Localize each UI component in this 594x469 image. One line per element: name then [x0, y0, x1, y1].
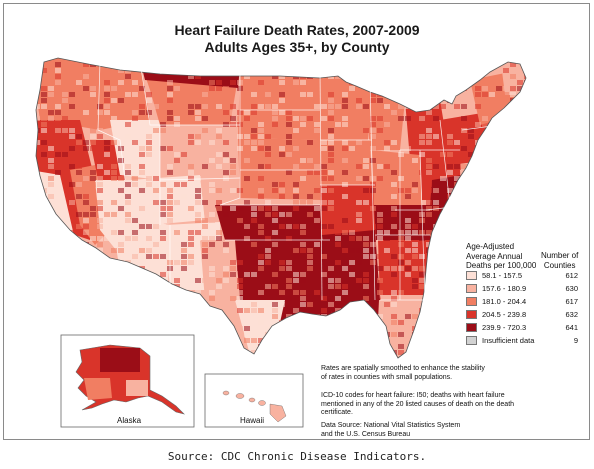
legend-label: 157.6 - 180.9 — [482, 284, 527, 293]
legend-swatch — [466, 310, 477, 319]
legend-title: Age-Adjusted Average Annual Deaths per 1… — [466, 242, 537, 270]
map-region-16 — [215, 205, 322, 240]
us-outline — [35, 57, 527, 359]
icd-note: ICD-10 codes for heart failure: I50; dea… — [321, 392, 515, 416]
map-region-15 — [238, 138, 322, 200]
legend-swatch — [466, 297, 477, 306]
legend-count-title: Number of Counties — [541, 251, 579, 270]
legend-swatch — [466, 323, 477, 332]
legend-label: 204.5 - 239.8 — [482, 310, 527, 319]
alaska-north-region — [100, 348, 140, 372]
legend-label: 239.9 - 720.3 — [482, 323, 527, 332]
legend-swatch — [466, 336, 477, 345]
state-borders — [97, 61, 501, 301]
map-subtitle: Adults Ages 35+, by County — [204, 39, 390, 55]
source-caption: Source: CDC Chronic Disease Indicators. — [167, 450, 427, 463]
legend-label: 181.0 - 204.4 — [482, 297, 527, 306]
legend-item: 204.5 - 239.8 632 — [466, 310, 578, 321]
legend-item: 181.0 - 204.4 617 — [466, 297, 578, 308]
legend-label: Insufficient data — [482, 336, 535, 345]
legend-swatch — [466, 284, 477, 293]
legend-swatch — [466, 271, 477, 280]
legend-count: 630 — [565, 284, 578, 293]
legend-count: 9 — [573, 336, 578, 345]
smoothing-note: Rates are spatially smoothed to enhance … — [321, 365, 485, 381]
alaska-label: Alaska — [117, 416, 142, 425]
map-title: Heart Failure Death Rates, 2007-2009 — [174, 22, 420, 38]
legend-count: 632 — [565, 310, 578, 319]
hawaii-label: Hawaii — [240, 416, 265, 425]
alaska-southwest-region — [84, 378, 112, 400]
data-source-note: Data Source: National Vital Statistics S… — [321, 422, 461, 438]
map-region-18 — [200, 240, 240, 300]
map-region-37 — [500, 58, 526, 95]
alaska-hawaii-insets — [60, 334, 304, 428]
legend-item: Insufficient data 9 — [466, 336, 578, 347]
legend-count: 641 — [565, 323, 578, 332]
legend-item: 157.6 - 180.9 630 — [466, 284, 578, 295]
legend-item: 239.9 - 720.3 641 — [466, 323, 578, 334]
legend-count: 612 — [565, 271, 578, 280]
legend-item: 58.1 - 157.5 612 — [466, 271, 578, 282]
legend-label: 58.1 - 157.5 — [482, 271, 523, 280]
alaska-south-region — [126, 380, 148, 396]
legend-count: 617 — [565, 297, 578, 306]
hawaii-map — [222, 390, 287, 423]
